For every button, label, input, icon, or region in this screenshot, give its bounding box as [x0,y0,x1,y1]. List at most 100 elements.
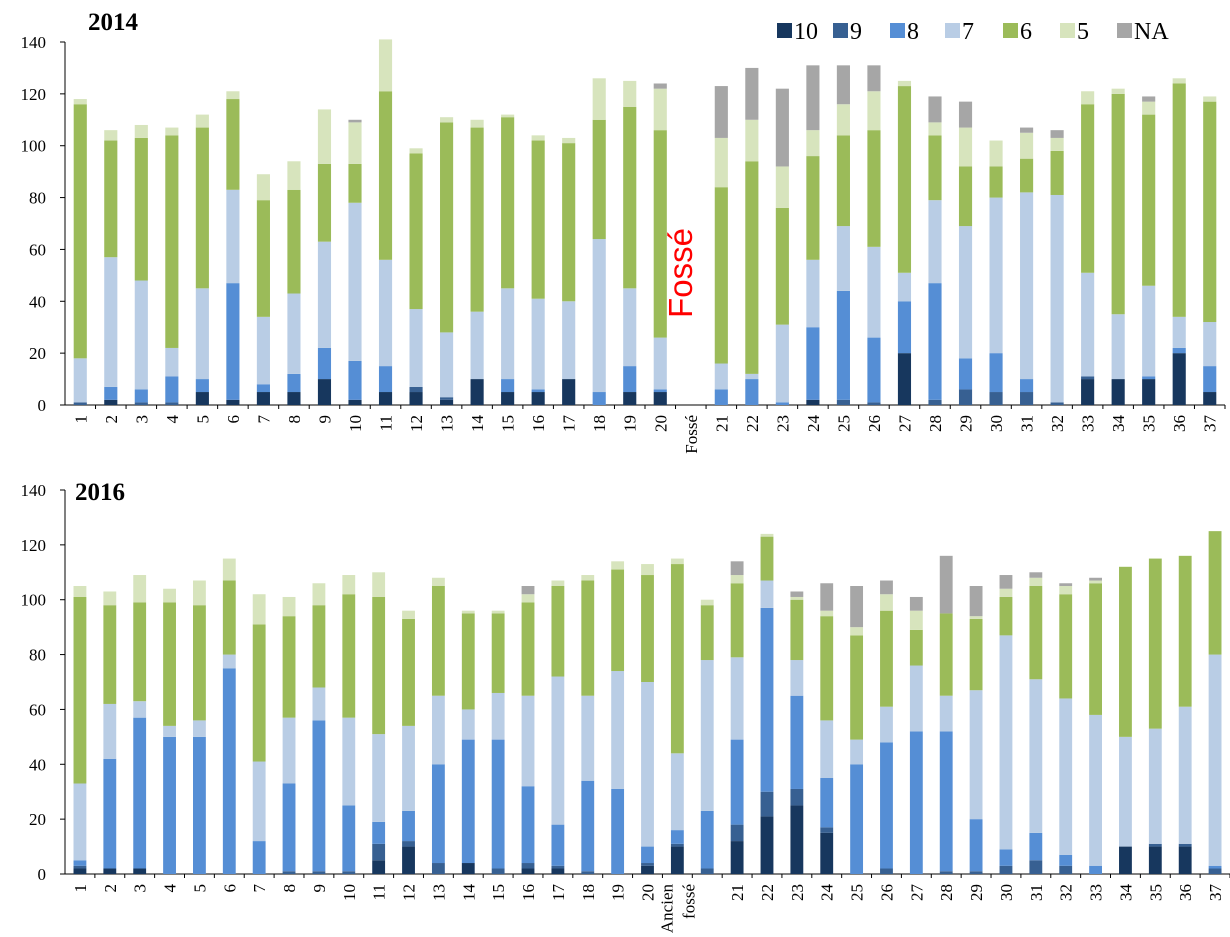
bar-segment [928,200,942,284]
x-tick-label: 19 [609,884,628,901]
bar-segment [969,616,983,619]
bar-segment [1081,104,1095,273]
x-tick-label: 8 [280,884,299,893]
bar-segment [1029,577,1043,586]
bar-segment [317,379,332,405]
bar-segment [939,613,953,696]
bar-segment [165,127,179,136]
x-tick-label: 29 [967,884,986,901]
bar-segment [470,311,484,380]
bar-segment [641,564,654,576]
bar-segment [521,594,535,603]
legend: 10 9 8 7 6 5 NA [777,19,1169,45]
bar-segment [163,725,176,737]
bar-segment [470,119,484,128]
bar-segment [700,660,714,811]
bar-segment [501,379,515,393]
bar-segment [165,135,179,348]
bar-segment [836,399,850,405]
x-tick-label: 12 [407,415,426,432]
bar-segment [1208,865,1222,869]
bar-segment [195,288,209,380]
bar-segment [939,871,953,874]
bar-segment [969,618,983,691]
x-tick-label: 20 [651,415,670,432]
bar-segment [999,865,1013,874]
bar-segment [714,86,728,138]
bar-segment [193,736,206,874]
bar-segment [820,616,834,721]
bar-segment [73,860,87,866]
bar-segment [1203,96,1217,102]
x-tick-label: 18 [590,415,609,432]
bar-segment [222,654,236,669]
bar-segment [431,695,445,765]
bar-segment [1148,558,1162,729]
bar-segment [939,555,953,614]
bar-segment [501,114,515,118]
bar-segment [521,602,535,696]
x-tick-label: 37 [1206,884,1225,902]
y-tick-label: 80 [29,189,46,208]
bar-segment [611,569,625,672]
bar-segment [760,816,774,874]
bar-segment [1142,285,1156,377]
bar-segment [623,106,637,289]
bar-segment [312,720,326,872]
bar-segment [745,119,759,162]
bar-segment [897,80,912,87]
x-tick-label: 9 [315,415,334,424]
bar-segment [193,605,206,721]
bar-segment [999,849,1013,866]
bar-segment [562,379,576,405]
bar-segment [623,80,637,107]
bar-segment [287,161,301,190]
x-tick-label: 21 [728,884,747,901]
bar-segment [282,616,296,718]
bar-segment [592,119,606,240]
bar-segment [348,122,362,164]
x-tick-label: 22 [758,884,777,901]
bar-segment [165,402,179,405]
bar-segment [378,39,393,92]
x-tick-label: 3 [132,415,151,424]
bar-segment [252,841,266,874]
bar-segment [909,610,923,630]
x-tick-label: 13 [429,884,448,901]
bar-segment [1089,583,1102,715]
bar-segment [348,163,362,203]
bar-segment [226,189,240,284]
bar-segment [989,140,1003,167]
bar-segment [104,140,118,258]
bar-segment [491,692,505,740]
bar-segment [1178,555,1192,707]
bar-segment [775,324,789,403]
bar-segment [1172,347,1186,354]
bar-segment [134,124,148,138]
bar-segment [103,868,117,874]
bar-segment [491,610,505,614]
bar-segment [256,316,270,385]
bar-segment [1029,586,1043,680]
bar-segment [867,337,881,403]
y-tick-label: 20 [29,810,46,829]
bar-segment [342,717,356,806]
bar-segment [133,717,147,869]
bar-segment [195,392,209,405]
bar-segment [670,558,684,565]
x-tick-label: 36 [1170,415,1189,432]
x-tick-label: 28 [926,415,945,432]
bar-segment [581,871,595,874]
bar-segment [402,810,415,842]
x-tick-label: 22 [743,415,762,432]
bar-segment [521,863,535,869]
bar-segment [342,871,356,874]
x-tick-label: 9 [310,884,329,893]
bar-segment [73,865,87,869]
bar-segment [163,588,176,603]
bar-segment [1020,127,1034,133]
bar-segment [1172,353,1186,405]
bar-segment [1142,101,1156,115]
bar-segment [806,399,820,405]
y-tick-label: 60 [29,240,46,259]
